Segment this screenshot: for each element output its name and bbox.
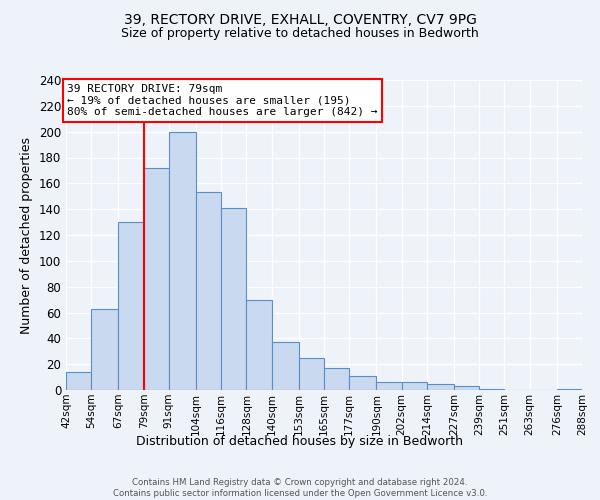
Bar [169, 132, 196, 390]
Bar [143, 168, 169, 390]
Text: 39 RECTORY DRIVE: 79sqm
← 19% of detached houses are smaller (195)
80% of semi-d: 39 RECTORY DRIVE: 79sqm ← 19% of detache… [67, 84, 377, 117]
Bar [376, 382, 401, 390]
Text: Distribution of detached houses by size in Bedworth: Distribution of detached houses by size … [137, 435, 464, 448]
Bar [324, 368, 349, 390]
Bar [196, 192, 221, 390]
Bar [66, 372, 91, 390]
Bar [247, 300, 272, 390]
Bar [454, 386, 479, 390]
Bar [401, 382, 427, 390]
Bar [427, 384, 454, 390]
Text: Contains HM Land Registry data © Crown copyright and database right 2024.
Contai: Contains HM Land Registry data © Crown c… [113, 478, 487, 498]
Text: 39, RECTORY DRIVE, EXHALL, COVENTRY, CV7 9PG: 39, RECTORY DRIVE, EXHALL, COVENTRY, CV7… [124, 12, 476, 26]
Bar [479, 388, 505, 390]
Bar [221, 208, 247, 390]
Y-axis label: Number of detached properties: Number of detached properties [20, 136, 33, 334]
Bar [118, 222, 143, 390]
Bar [272, 342, 299, 390]
Bar [349, 376, 376, 390]
Text: Size of property relative to detached houses in Bedworth: Size of property relative to detached ho… [121, 28, 479, 40]
Bar [299, 358, 324, 390]
Bar [91, 308, 118, 390]
Bar [557, 388, 582, 390]
